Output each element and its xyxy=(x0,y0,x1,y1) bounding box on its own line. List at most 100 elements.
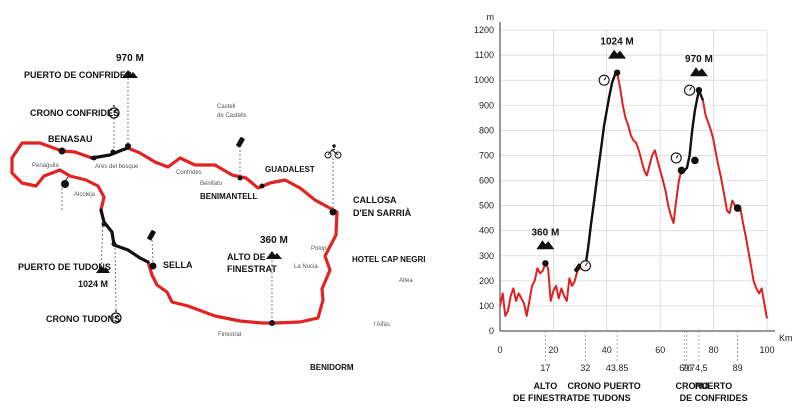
chart-series xyxy=(499,71,768,319)
y-tick-label: 0 xyxy=(489,326,494,336)
callosa-label-2: D'EN SARRIÀ xyxy=(353,208,412,218)
y-tick-label: 1100 xyxy=(475,50,494,60)
stopwatch-icon xyxy=(684,84,696,96)
y-tick-label: 1200 xyxy=(474,25,494,35)
tudons-altitude: 1024 M xyxy=(78,279,108,289)
puerto-tudons-label: PUERTO DE TUDONS xyxy=(18,262,111,272)
crono-tudons-label: CRONO TUDONS xyxy=(46,314,120,324)
finestrat-town-label: Finestrat xyxy=(218,332,242,338)
stopwatch-hand xyxy=(585,262,588,267)
km-tick-label: 69 xyxy=(679,363,689,373)
sella-dot xyxy=(149,262,157,270)
y-tick-label: 200 xyxy=(479,276,494,286)
confrides-summit-dot xyxy=(125,143,131,149)
x-tick-label: 100 xyxy=(759,345,774,355)
mountain-icon xyxy=(96,266,110,273)
summit-label: 970 M xyxy=(685,54,713,65)
mountain-icon xyxy=(608,49,627,59)
climb-label: DE FINESTRAT xyxy=(513,393,578,403)
mountain-icon xyxy=(689,67,708,77)
castell-label-2: de Castells xyxy=(217,113,247,119)
x-tick-label: 40 xyxy=(602,345,612,355)
finestrat-dot xyxy=(269,320,275,326)
cyclist-icon xyxy=(324,144,342,159)
y-tick-label: 500 xyxy=(479,201,494,211)
mountain-icon xyxy=(536,240,555,250)
benifato-label: Benifato xyxy=(200,181,223,187)
crono-confrides-dot xyxy=(110,149,116,155)
km-tick-label: 32 xyxy=(580,363,590,373)
x-axis-label: Km xyxy=(779,333,793,343)
callosa-dot xyxy=(329,208,337,216)
apple-icon xyxy=(691,156,699,165)
alto-finestrat-altitude: 360 M xyxy=(260,235,288,246)
altea-label: Altea xyxy=(399,278,413,284)
climb-label: DE CONFRIDES xyxy=(680,393,748,403)
y-tick-label: 100 xyxy=(479,301,494,311)
stopwatch-hand xyxy=(603,76,607,81)
km-tick-label: 70 xyxy=(682,363,692,373)
confrides-altitude: 970 M xyxy=(116,53,144,64)
summit-point xyxy=(695,87,703,94)
climb-label: CRONO PUERTO xyxy=(567,381,640,391)
guadalest-label: GUADALEST xyxy=(265,165,315,174)
climb-label: DE TUDONS xyxy=(578,393,631,403)
benidorm-label: BENIDORM xyxy=(310,363,354,372)
apple-icon xyxy=(677,166,686,175)
puerto-confrides-label: PUERTO DE CONFRIDES xyxy=(24,70,132,80)
crono-tudons-dot xyxy=(111,241,117,247)
summit-label: 1024 M xyxy=(600,37,633,48)
benimantell-label: BENIMANTELL xyxy=(200,192,257,201)
y-tick-label: 300 xyxy=(479,251,494,261)
bottle-icon xyxy=(147,230,156,241)
x-tick-label: 60 xyxy=(655,345,665,355)
callosa-label-1: CALLOSA xyxy=(353,195,397,205)
chart-grid xyxy=(499,29,768,332)
route-path xyxy=(10,141,339,325)
stopwatch-hand xyxy=(675,154,679,159)
y-tick-label: 900 xyxy=(479,100,494,110)
y-tick-label: 600 xyxy=(479,176,494,186)
mountain-icon xyxy=(266,251,282,259)
climb-confrides xyxy=(90,146,130,160)
mountain-icon xyxy=(122,70,138,78)
y-tick-label: 400 xyxy=(479,226,494,236)
confrides-town-label: Confrides xyxy=(176,170,202,176)
crono-confrides-label: CRONO CONFRIDES xyxy=(30,108,119,118)
km-tick-label: 74,5 xyxy=(690,363,708,373)
climb-label: ALTO xyxy=(534,381,558,391)
bottle-icon xyxy=(573,263,582,273)
km-tick-label: 89 xyxy=(733,363,743,373)
x-tick-label: 20 xyxy=(548,345,558,355)
penaguila-label: Penàguila xyxy=(32,163,59,169)
alcoleja-label: Alcoleja xyxy=(74,192,96,198)
apple-icon xyxy=(61,176,69,188)
y-tick-label: 700 xyxy=(479,150,494,160)
ares-label: Ares del bosque xyxy=(95,164,139,170)
bottle-icon xyxy=(236,137,245,148)
summit-point xyxy=(613,69,621,76)
benimantell-dot xyxy=(259,183,265,189)
alto-finestrat-label-1: ALTO DE xyxy=(227,252,266,262)
apple-icon xyxy=(733,204,742,212)
x-tick-label: 0 xyxy=(497,345,502,355)
y-tick-label: 800 xyxy=(479,125,494,135)
alfas-label: l'Alfàs xyxy=(374,322,390,328)
alto-finestrat-label-2: FINESTRAT xyxy=(227,264,277,274)
benasau-dot xyxy=(58,147,66,155)
stopwatch-icon xyxy=(579,260,591,272)
climb-label: PUERTO xyxy=(695,381,732,391)
hotel-label: HOTEL CAP NEGRI xyxy=(352,255,426,264)
stopwatch-icon xyxy=(108,105,120,119)
summit-label: 360 M xyxy=(531,227,559,238)
x-tick-label: 80 xyxy=(709,345,719,355)
polop-label: Polop xyxy=(311,246,327,252)
summit-point xyxy=(542,260,549,267)
guadalest-dot xyxy=(237,175,243,181)
castell-label: Castell xyxy=(217,104,235,110)
sella-label: SELLA xyxy=(163,260,193,270)
km-tick-label: 43.85 xyxy=(606,363,629,373)
